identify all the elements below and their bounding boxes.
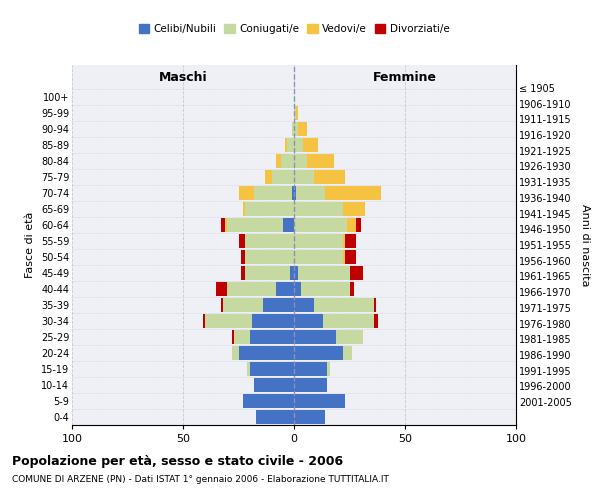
Bar	[296, 106, 298, 120]
Bar	[294, 282, 301, 296]
Bar	[294, 314, 323, 328]
Bar	[263, 298, 294, 312]
Bar	[314, 170, 345, 183]
Bar	[265, 170, 272, 183]
Bar	[343, 346, 352, 360]
Bar	[225, 218, 227, 232]
Bar	[345, 234, 356, 248]
Bar	[292, 122, 294, 136]
Bar	[294, 234, 343, 248]
Bar	[276, 282, 294, 296]
Bar	[294, 170, 314, 183]
Bar	[294, 410, 325, 424]
Bar	[343, 234, 345, 248]
Bar	[245, 202, 294, 215]
Bar	[294, 218, 347, 232]
Bar	[239, 346, 294, 360]
Text: Popolazione per età, sesso e stato civile - 2006: Popolazione per età, sesso e stato civil…	[12, 455, 343, 468]
Bar	[287, 138, 294, 151]
Bar	[243, 394, 294, 407]
Bar	[221, 218, 225, 232]
Bar	[349, 282, 354, 296]
Bar	[294, 250, 343, 264]
Bar	[247, 362, 250, 376]
Bar	[221, 298, 223, 312]
Bar	[227, 282, 276, 296]
Bar	[294, 378, 328, 392]
Bar	[328, 362, 329, 376]
Bar	[281, 154, 294, 168]
Text: COMUNE DI ARZENE (PN) - Dati ISTAT 1° gennaio 2006 - Elaborazione TUTTITALIA.IT: COMUNE DI ARZENE (PN) - Dati ISTAT 1° ge…	[12, 475, 389, 484]
Bar	[298, 266, 349, 280]
Bar	[374, 298, 376, 312]
Text: Maschi: Maschi	[158, 71, 208, 84]
Bar	[245, 266, 290, 280]
Bar	[294, 154, 307, 168]
Bar	[254, 186, 292, 200]
Bar	[323, 314, 374, 328]
Y-axis label: Fasce di età: Fasce di età	[25, 212, 35, 278]
Bar	[256, 410, 294, 424]
Bar	[241, 250, 245, 264]
Bar	[245, 250, 294, 264]
Bar	[203, 314, 205, 328]
Bar	[232, 330, 234, 344]
Bar	[325, 186, 380, 200]
Bar	[345, 250, 356, 264]
Bar	[347, 218, 356, 232]
Bar	[294, 138, 303, 151]
Bar	[241, 266, 245, 280]
Bar	[307, 154, 334, 168]
Text: Femmine: Femmine	[373, 71, 437, 84]
Y-axis label: Anni di nascita: Anni di nascita	[580, 204, 590, 286]
Bar	[239, 186, 254, 200]
Bar	[239, 234, 245, 248]
Bar	[303, 138, 319, 151]
Bar	[294, 186, 296, 200]
Bar	[301, 282, 349, 296]
Bar	[294, 362, 328, 376]
Bar	[232, 346, 239, 360]
Bar	[343, 202, 365, 215]
Bar	[294, 346, 343, 360]
Bar	[252, 314, 294, 328]
Bar	[296, 186, 325, 200]
Bar	[294, 330, 336, 344]
Bar	[294, 266, 298, 280]
Legend: Celibi/Nubili, Coniugati/e, Vedovi/e, Divorziati/e: Celibi/Nubili, Coniugati/e, Vedovi/e, Di…	[134, 20, 454, 38]
Bar	[205, 314, 252, 328]
Bar	[223, 298, 263, 312]
Bar	[227, 218, 283, 232]
Bar	[292, 186, 294, 200]
Bar	[374, 314, 379, 328]
Bar	[314, 298, 374, 312]
Bar	[234, 330, 250, 344]
Bar	[294, 298, 314, 312]
Bar	[250, 362, 294, 376]
Bar	[250, 330, 294, 344]
Bar	[283, 218, 294, 232]
Bar	[336, 330, 363, 344]
Bar	[294, 122, 298, 136]
Bar	[343, 250, 345, 264]
Bar	[243, 202, 245, 215]
Bar	[216, 282, 227, 296]
Bar	[349, 266, 363, 280]
Bar	[254, 378, 294, 392]
Bar	[245, 234, 294, 248]
Bar	[294, 394, 345, 407]
Bar	[290, 266, 294, 280]
Bar	[294, 106, 296, 120]
Bar	[298, 122, 307, 136]
Bar	[356, 218, 361, 232]
Bar	[272, 170, 294, 183]
Bar	[285, 138, 287, 151]
Bar	[276, 154, 281, 168]
Bar	[294, 202, 343, 215]
